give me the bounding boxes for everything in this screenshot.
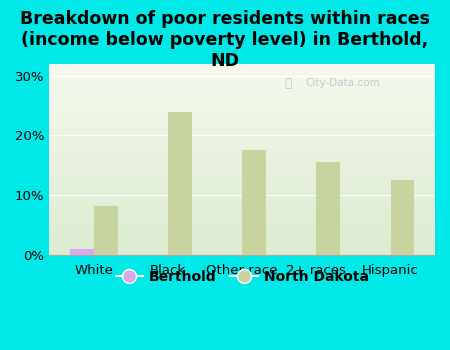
Text: Breakdown of poor residents within races
(income below poverty level) in Berthol: Breakdown of poor residents within races… <box>20 10 430 70</box>
Bar <box>391 180 414 255</box>
Text: City-Data.com: City-Data.com <box>305 78 380 88</box>
Bar <box>94 206 117 255</box>
Bar <box>316 162 340 255</box>
Bar <box>70 249 94 255</box>
Bar <box>168 112 192 255</box>
Text: ⓘ: ⓘ <box>285 77 292 90</box>
Bar <box>242 150 266 255</box>
Legend: Berthold, North Dakota: Berthold, North Dakota <box>110 265 374 290</box>
